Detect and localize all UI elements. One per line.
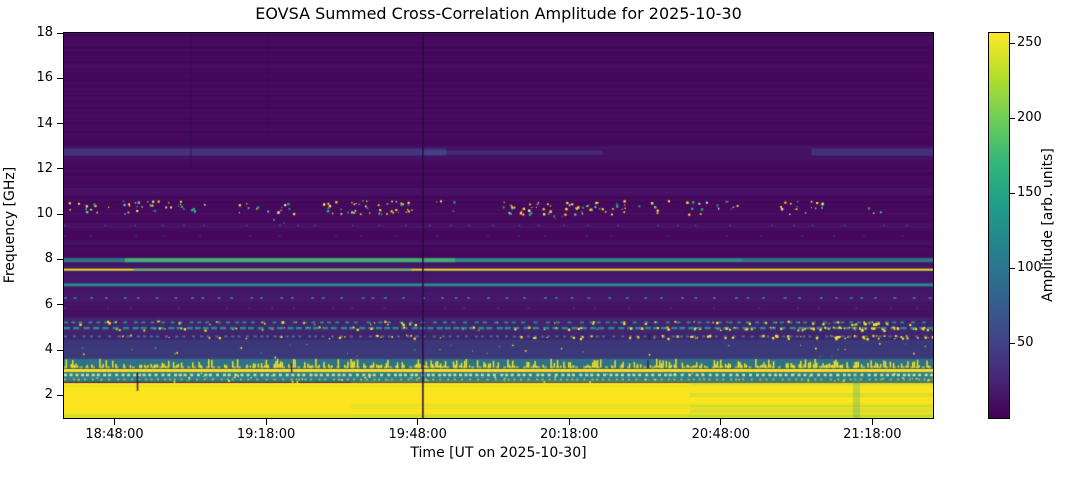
colorbar-label: Amplitude [arb. units] (1040, 148, 1056, 302)
colorbar-tick-label: 150 (1017, 185, 1042, 201)
colorbar-tick-mark (1010, 267, 1015, 269)
y-tick-mark (57, 213, 63, 215)
colorbar-tick-mark (1010, 117, 1015, 119)
y-tick-label: 18 (36, 25, 53, 40)
y-tick-label: 12 (36, 160, 53, 176)
colorbar-tick-label: 200 (1017, 110, 1042, 126)
colorbar-gradient (989, 33, 1009, 418)
x-tick-label: 20:18:00 (540, 427, 599, 442)
y-axis-label: Frequency [GHz] (2, 166, 18, 284)
colorbar (988, 32, 1010, 419)
y-tick-label: 8 (44, 251, 53, 267)
y-tick-mark (57, 394, 63, 396)
y-tick-mark (57, 77, 63, 79)
colorbar-tick-mark (1010, 42, 1015, 44)
y-tick-label: 2 (44, 387, 53, 403)
x-axis-label: Time [UT on 2025-10-30] (410, 445, 587, 461)
x-tick-label: 20:48:00 (691, 427, 750, 442)
colorbar-tick-mark (1010, 192, 1015, 194)
colorbar-tick-label: 100 (1017, 260, 1042, 276)
spectrogram-canvas (64, 33, 933, 418)
y-tick-mark (57, 258, 63, 260)
y-tick-mark (57, 32, 63, 34)
plot-frame (63, 32, 934, 419)
x-tick-label: 21:18:00 (843, 427, 902, 442)
y-tick-mark (57, 123, 63, 125)
y-tick-label: 6 (44, 296, 53, 312)
x-tick-label: 19:48:00 (388, 427, 447, 442)
y-tick-mark (57, 304, 63, 306)
colorbar-tick-label: 50 (1017, 335, 1034, 351)
colorbar-tick-label: 250 (1017, 35, 1042, 51)
y-tick-label: 14 (36, 115, 53, 131)
x-tick-mark (720, 419, 722, 425)
x-tick-label: 19:18:00 (236, 427, 296, 442)
y-tick-label: 16 (36, 70, 53, 86)
x-tick-mark (114, 419, 116, 425)
x-tick-mark (417, 419, 419, 425)
x-tick-label: 18:48:00 (85, 427, 144, 442)
colorbar-tick-mark (1010, 342, 1015, 344)
y-tick-mark (57, 349, 63, 351)
x-tick-mark (871, 419, 873, 425)
x-tick-mark (265, 419, 267, 425)
y-tick-label: 10 (36, 206, 53, 222)
y-tick-mark (57, 168, 63, 170)
x-tick-mark (568, 419, 570, 425)
y-tick-label: 4 (44, 342, 53, 358)
chart-title: EOVSA Summed Cross-Correlation Amplitude… (255, 4, 742, 23)
